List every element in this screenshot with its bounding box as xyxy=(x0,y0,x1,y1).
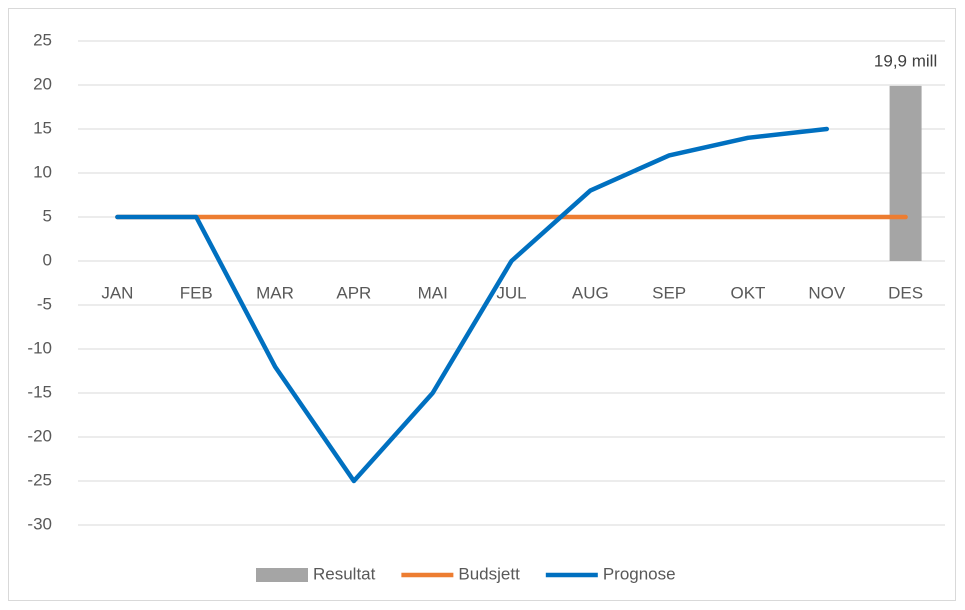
x-tick-label: DES xyxy=(888,283,923,302)
x-tick-label: JUL xyxy=(496,283,526,302)
x-tick-label: APR xyxy=(336,283,371,302)
y-tick-label: -10 xyxy=(27,338,52,357)
y-tick-label: -30 xyxy=(27,514,52,533)
x-tick-label: AUG xyxy=(572,283,609,302)
y-tick-label: 0 xyxy=(43,250,52,269)
y-tick-label: 15 xyxy=(33,118,52,137)
y-tick-label: -25 xyxy=(27,470,52,489)
bar xyxy=(889,85,922,261)
x-tick-label: JAN xyxy=(101,283,133,302)
y-tick-label: -15 xyxy=(27,382,52,401)
legend-swatch xyxy=(256,568,308,582)
y-tick-label: -5 xyxy=(37,294,52,313)
data-label: 19,9 mill xyxy=(874,51,937,70)
y-tick-label: 20 xyxy=(33,74,52,93)
line xyxy=(115,126,830,484)
y-tick-label: 25 xyxy=(33,30,52,49)
y-tick-label: 10 xyxy=(33,162,52,181)
x-tick-label: MAI xyxy=(418,283,448,302)
legend-label: Budsjett xyxy=(458,564,520,583)
x-tick-label: MAR xyxy=(256,283,294,302)
x-tick-label: OKT xyxy=(730,283,765,302)
x-tick-label: NOV xyxy=(808,283,846,302)
y-tick-label: -20 xyxy=(27,426,52,445)
x-tick-label: FEB xyxy=(180,283,213,302)
y-tick-label: 5 xyxy=(43,206,52,225)
legend-label: Resultat xyxy=(313,564,376,583)
x-tick-label: SEP xyxy=(652,283,686,302)
legend-label: Prognose xyxy=(603,564,676,583)
